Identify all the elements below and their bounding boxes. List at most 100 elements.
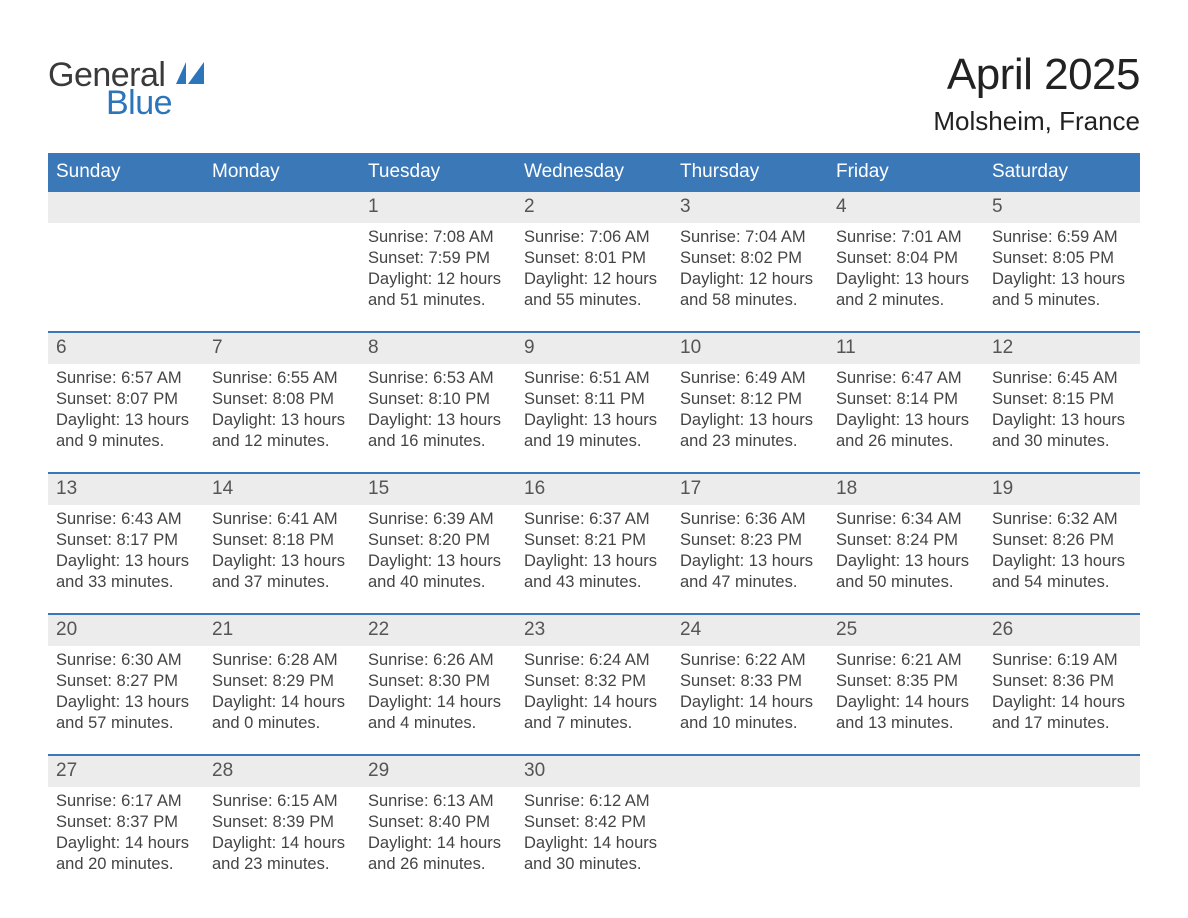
day-number: 15	[360, 474, 516, 505]
weekday-monday: Monday	[204, 153, 360, 192]
day-cell	[48, 223, 204, 331]
sunset-text: Sunset: 8:42 PM	[524, 812, 664, 833]
day-cell: Sunrise: 6:47 AMSunset: 8:14 PMDaylight:…	[828, 364, 984, 472]
daylight-text: Daylight: 14 hours and 20 minutes.	[56, 833, 196, 875]
day-number: 20	[48, 615, 204, 646]
sunset-text: Sunset: 8:08 PM	[212, 389, 352, 410]
sunset-text: Sunset: 8:04 PM	[836, 248, 976, 269]
sunset-text: Sunset: 8:14 PM	[836, 389, 976, 410]
day-number-row: 12345	[48, 192, 1140, 223]
day-cell: Sunrise: 6:51 AMSunset: 8:11 PMDaylight:…	[516, 364, 672, 472]
calendar-grid: Sunday Monday Tuesday Wednesday Thursday…	[48, 153, 1140, 895]
day-cell: Sunrise: 6:53 AMSunset: 8:10 PMDaylight:…	[360, 364, 516, 472]
day-cell: Sunrise: 6:59 AMSunset: 8:05 PMDaylight:…	[984, 223, 1140, 331]
day-cell	[828, 787, 984, 895]
day-number	[204, 192, 360, 223]
sunrise-text: Sunrise: 7:01 AM	[836, 227, 976, 248]
title-month-year: April 2025	[933, 50, 1140, 100]
day-number: 25	[828, 615, 984, 646]
day-cell: Sunrise: 7:04 AMSunset: 8:02 PMDaylight:…	[672, 223, 828, 331]
day-number: 1	[360, 192, 516, 223]
sunrise-text: Sunrise: 7:06 AM	[524, 227, 664, 248]
sunset-text: Sunset: 8:27 PM	[56, 671, 196, 692]
day-cell: Sunrise: 6:32 AMSunset: 8:26 PMDaylight:…	[984, 505, 1140, 613]
sunrise-text: Sunrise: 6:39 AM	[368, 509, 508, 530]
day-cell: Sunrise: 6:34 AMSunset: 8:24 PMDaylight:…	[828, 505, 984, 613]
daylight-text: Daylight: 13 hours and 30 minutes.	[992, 410, 1132, 452]
day-number	[828, 756, 984, 787]
sunrise-text: Sunrise: 6:30 AM	[56, 650, 196, 671]
sunrise-text: Sunrise: 6:49 AM	[680, 368, 820, 389]
sunset-text: Sunset: 8:05 PM	[992, 248, 1132, 269]
logo-blue-row: Blue	[48, 92, 172, 120]
day-cell: Sunrise: 6:57 AMSunset: 8:07 PMDaylight:…	[48, 364, 204, 472]
day-cell: Sunrise: 7:01 AMSunset: 8:04 PMDaylight:…	[828, 223, 984, 331]
daylight-text: Daylight: 14 hours and 30 minutes.	[524, 833, 664, 875]
day-cell: Sunrise: 6:26 AMSunset: 8:30 PMDaylight:…	[360, 646, 516, 754]
day-cell: Sunrise: 6:37 AMSunset: 8:21 PMDaylight:…	[516, 505, 672, 613]
week-row: 13141516171819Sunrise: 6:43 AMSunset: 8:…	[48, 472, 1140, 613]
daylight-text: Daylight: 13 hours and 43 minutes.	[524, 551, 664, 593]
title-block: April 2025 Molsheim, France	[933, 50, 1140, 137]
sunrise-text: Sunrise: 6:36 AM	[680, 509, 820, 530]
day-cell: Sunrise: 6:55 AMSunset: 8:08 PMDaylight:…	[204, 364, 360, 472]
day-number	[672, 756, 828, 787]
logo: General Blue	[48, 50, 204, 120]
day-content-row: Sunrise: 6:17 AMSunset: 8:37 PMDaylight:…	[48, 787, 1140, 895]
sunrise-text: Sunrise: 6:26 AM	[368, 650, 508, 671]
sunrise-text: Sunrise: 6:57 AM	[56, 368, 196, 389]
sunrise-text: Sunrise: 6:41 AM	[212, 509, 352, 530]
weeks-container: 12345Sunrise: 7:08 AMSunset: 7:59 PMDayl…	[48, 192, 1140, 895]
day-number-row: 6789101112	[48, 333, 1140, 364]
daylight-text: Daylight: 13 hours and 37 minutes.	[212, 551, 352, 593]
sunset-text: Sunset: 8:26 PM	[992, 530, 1132, 551]
sunset-text: Sunset: 8:15 PM	[992, 389, 1132, 410]
day-number: 24	[672, 615, 828, 646]
logo-text-block: General Blue	[48, 58, 172, 120]
sunset-text: Sunset: 8:29 PM	[212, 671, 352, 692]
sunset-text: Sunset: 8:32 PM	[524, 671, 664, 692]
day-number: 16	[516, 474, 672, 505]
week-row: 12345Sunrise: 7:08 AMSunset: 7:59 PMDayl…	[48, 192, 1140, 331]
sunrise-text: Sunrise: 6:22 AM	[680, 650, 820, 671]
day-content-row: Sunrise: 7:08 AMSunset: 7:59 PMDaylight:…	[48, 223, 1140, 331]
day-number: 5	[984, 192, 1140, 223]
daylight-text: Daylight: 13 hours and 5 minutes.	[992, 269, 1132, 311]
daylight-text: Daylight: 14 hours and 4 minutes.	[368, 692, 508, 734]
weekday-friday: Friday	[828, 153, 984, 192]
day-number: 9	[516, 333, 672, 364]
sunset-text: Sunset: 8:20 PM	[368, 530, 508, 551]
sunrise-text: Sunrise: 6:45 AM	[992, 368, 1132, 389]
sunset-text: Sunset: 8:02 PM	[680, 248, 820, 269]
day-number: 12	[984, 333, 1140, 364]
day-number	[984, 756, 1140, 787]
day-cell: Sunrise: 7:08 AMSunset: 7:59 PMDaylight:…	[360, 223, 516, 331]
weekday-header-row: Sunday Monday Tuesday Wednesday Thursday…	[48, 153, 1140, 192]
sunset-text: Sunset: 8:12 PM	[680, 389, 820, 410]
day-cell: Sunrise: 6:15 AMSunset: 8:39 PMDaylight:…	[204, 787, 360, 895]
sunset-text: Sunset: 8:40 PM	[368, 812, 508, 833]
sunrise-text: Sunrise: 6:21 AM	[836, 650, 976, 671]
day-number: 18	[828, 474, 984, 505]
sunrise-text: Sunrise: 6:15 AM	[212, 791, 352, 812]
day-number: 30	[516, 756, 672, 787]
day-number: 10	[672, 333, 828, 364]
daylight-text: Daylight: 13 hours and 2 minutes.	[836, 269, 976, 311]
day-cell: Sunrise: 7:06 AMSunset: 8:01 PMDaylight:…	[516, 223, 672, 331]
sunset-text: Sunset: 8:11 PM	[524, 389, 664, 410]
weekday-sunday: Sunday	[48, 153, 204, 192]
sunset-text: Sunset: 8:23 PM	[680, 530, 820, 551]
daylight-text: Daylight: 14 hours and 13 minutes.	[836, 692, 976, 734]
daylight-text: Daylight: 13 hours and 33 minutes.	[56, 551, 196, 593]
daylight-text: Daylight: 13 hours and 9 minutes.	[56, 410, 196, 452]
day-cell: Sunrise: 6:19 AMSunset: 8:36 PMDaylight:…	[984, 646, 1140, 754]
logo-flag-icon	[176, 62, 204, 84]
day-cell: Sunrise: 6:49 AMSunset: 8:12 PMDaylight:…	[672, 364, 828, 472]
sunrise-text: Sunrise: 7:08 AM	[368, 227, 508, 248]
daylight-text: Daylight: 12 hours and 55 minutes.	[524, 269, 664, 311]
day-number: 7	[204, 333, 360, 364]
daylight-text: Daylight: 12 hours and 58 minutes.	[680, 269, 820, 311]
day-number: 23	[516, 615, 672, 646]
daylight-text: Daylight: 13 hours and 40 minutes.	[368, 551, 508, 593]
sunset-text: Sunset: 8:39 PM	[212, 812, 352, 833]
